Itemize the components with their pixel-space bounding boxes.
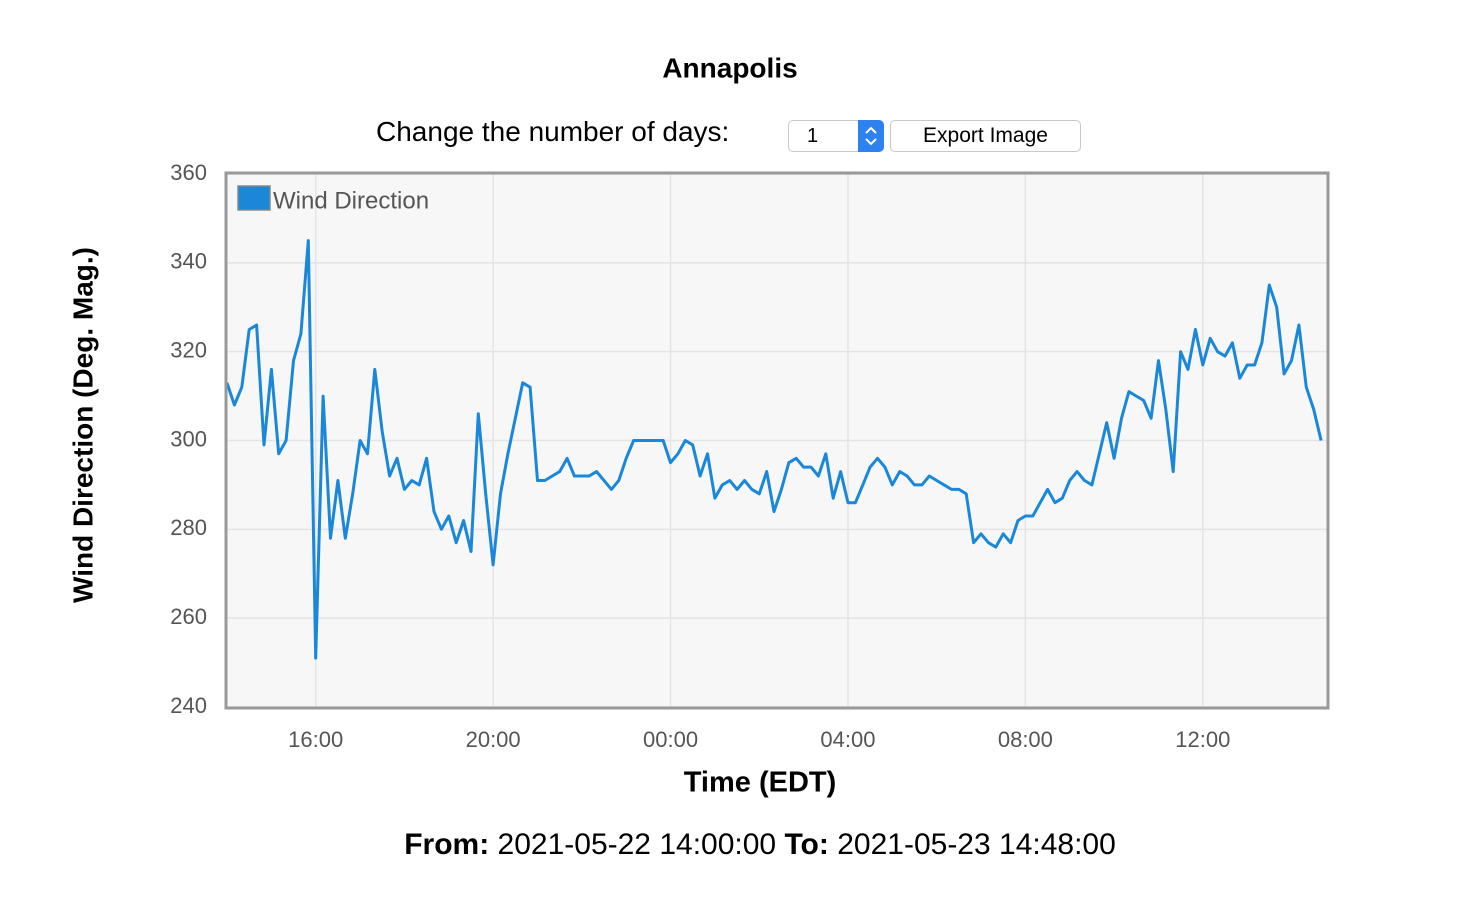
x-tick-label: 12:00 <box>1175 727 1230 752</box>
x-axis-title: Time (EDT) <box>684 767 837 799</box>
from-label: From: <box>404 828 490 861</box>
to-date: 2021-05-23 14:48:00 <box>837 828 1116 861</box>
export-button[interactable]: Export Image <box>890 120 1081 152</box>
y-tick-label: 320 <box>170 337 207 362</box>
legend-swatch <box>237 185 271 211</box>
x-tick-label: 16:00 <box>288 727 343 752</box>
y-tick-label: 240 <box>170 693 207 718</box>
x-tick-label: 08:00 <box>998 727 1053 752</box>
days-select[interactable]: 1 <box>788 120 884 152</box>
y-tick-label: 340 <box>170 249 207 274</box>
chart-title: Annapolis <box>662 52 797 83</box>
plot-border <box>224 171 1330 710</box>
marks <box>225 239 1323 660</box>
days-label: Change the number of days: <box>376 116 730 147</box>
from-date: 2021-05-22 14:00:00 <box>497 828 777 861</box>
footer: From: 2021-05-22 14:00:00 To: 2021-05-23… <box>0 828 1460 862</box>
select-spinner[interactable] <box>858 120 884 152</box>
y-tick-label: 360 <box>170 160 207 185</box>
x-tick-label: 04:00 <box>820 727 875 752</box>
days-value: 1 <box>807 125 819 147</box>
y-tick-label: 300 <box>170 426 207 451</box>
data-line <box>225 239 1323 660</box>
spinner-icon <box>865 126 877 146</box>
x-tick-label: 20:00 <box>466 727 521 752</box>
y-axis-title: Wind Direction (Deg. Mag.) <box>67 247 98 603</box>
legend-label: Wind Direction <box>273 187 429 214</box>
grid <box>227 173 1327 708</box>
y-tick-label: 260 <box>170 604 207 629</box>
to-label: To: <box>784 828 829 861</box>
x-tick-label: 00:00 <box>643 727 698 752</box>
y-tick-label: 280 <box>170 515 207 540</box>
